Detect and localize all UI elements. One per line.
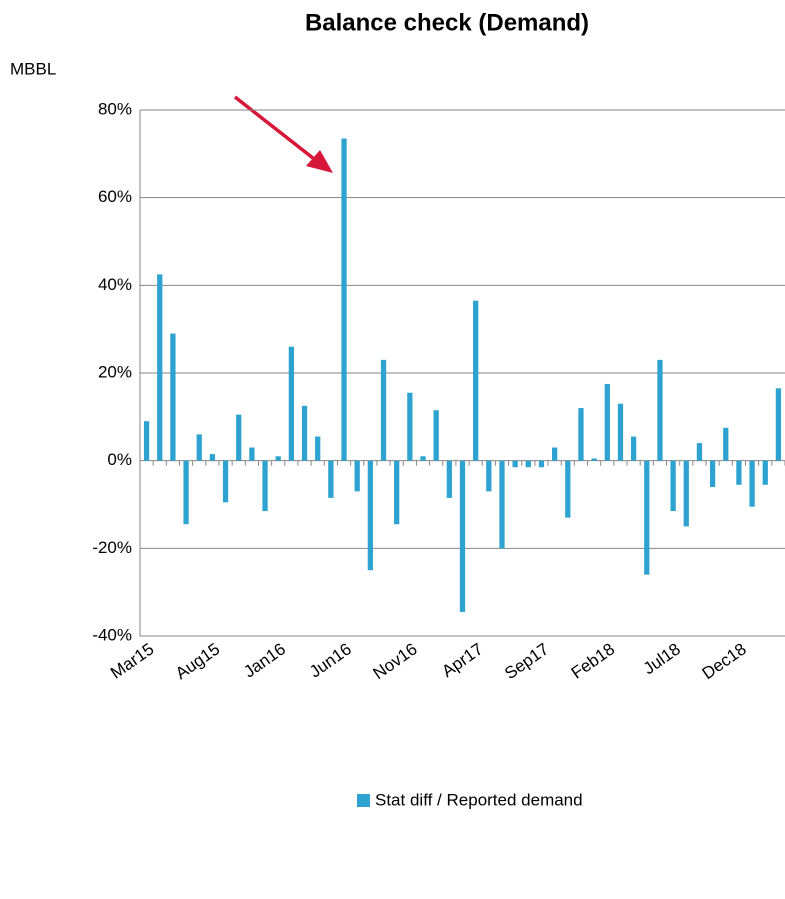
x-tick-label: Feb18: [568, 639, 618, 682]
bar: [644, 460, 650, 575]
bar: [525, 460, 531, 468]
bar: [341, 138, 347, 461]
bar: [617, 403, 624, 461]
bar: [459, 460, 466, 612]
x-tick-label: Jul18: [640, 639, 684, 678]
x-tick-label: Dec18: [699, 639, 750, 683]
chart-title: Balance check (Demand): [305, 9, 589, 36]
x-tick-label: Apr17: [438, 639, 486, 681]
y-tick-label: 0%: [107, 450, 132, 469]
legend-swatch: [357, 794, 370, 807]
bar: [670, 460, 676, 512]
bar: [301, 405, 308, 461]
y-tick-label: 60%: [98, 187, 132, 206]
x-tick-label: Aug15: [172, 639, 223, 683]
bar: [288, 346, 295, 461]
bar: [394, 460, 400, 525]
y-tick-label: -20%: [92, 538, 132, 557]
bar: [591, 458, 597, 461]
bar: [630, 436, 637, 461]
bar: [565, 460, 571, 518]
y-axis-label: MBBL: [10, 59, 56, 78]
bar: [249, 447, 255, 461]
bar: [499, 460, 505, 549]
x-tick-label: Mar15: [107, 639, 157, 682]
y-tick-label: 40%: [98, 275, 132, 294]
bar: [749, 460, 755, 507]
x-tick-label: Jun16: [306, 639, 355, 681]
y-tick-label: 80%: [98, 99, 132, 118]
x-tick-label: Nov16: [370, 639, 421, 683]
bar: [222, 460, 229, 503]
bar: [473, 300, 479, 461]
bar: [578, 408, 584, 461]
bar: [328, 460, 334, 498]
bar: [143, 421, 150, 461]
bar: [657, 359, 663, 461]
y-tick-label: -40%: [92, 625, 132, 644]
bar: [486, 460, 492, 492]
bar: [446, 460, 452, 498]
bar: [183, 460, 189, 525]
bar: [275, 456, 281, 461]
bar: [696, 443, 703, 461]
bar: [262, 460, 268, 512]
bar: [723, 427, 729, 461]
bar: [604, 383, 610, 461]
bar: [552, 447, 558, 461]
legend-label: Stat diff / Reported demand: [375, 790, 583, 809]
bar: [683, 460, 689, 527]
bar: [170, 333, 176, 461]
x-tick-label: Jan16: [240, 639, 289, 681]
x-tick-label: Sep17: [501, 639, 552, 683]
bar: [736, 460, 742, 485]
bar: [538, 460, 545, 468]
bar: [236, 414, 242, 461]
bar: [354, 460, 360, 492]
bar: [775, 388, 782, 461]
bar: [196, 434, 202, 461]
y-tick-label: 20%: [98, 362, 132, 381]
bar: [407, 392, 413, 461]
bar: [433, 410, 439, 461]
bar: [762, 460, 768, 485]
bar: [209, 454, 216, 461]
bar: [512, 460, 518, 468]
bar: [420, 456, 426, 461]
bar: [315, 436, 321, 461]
bar: [380, 359, 387, 461]
annotation-arrow: [233, 95, 333, 173]
bar: [157, 274, 163, 461]
bar: [367, 460, 373, 571]
bar: [709, 460, 716, 487]
